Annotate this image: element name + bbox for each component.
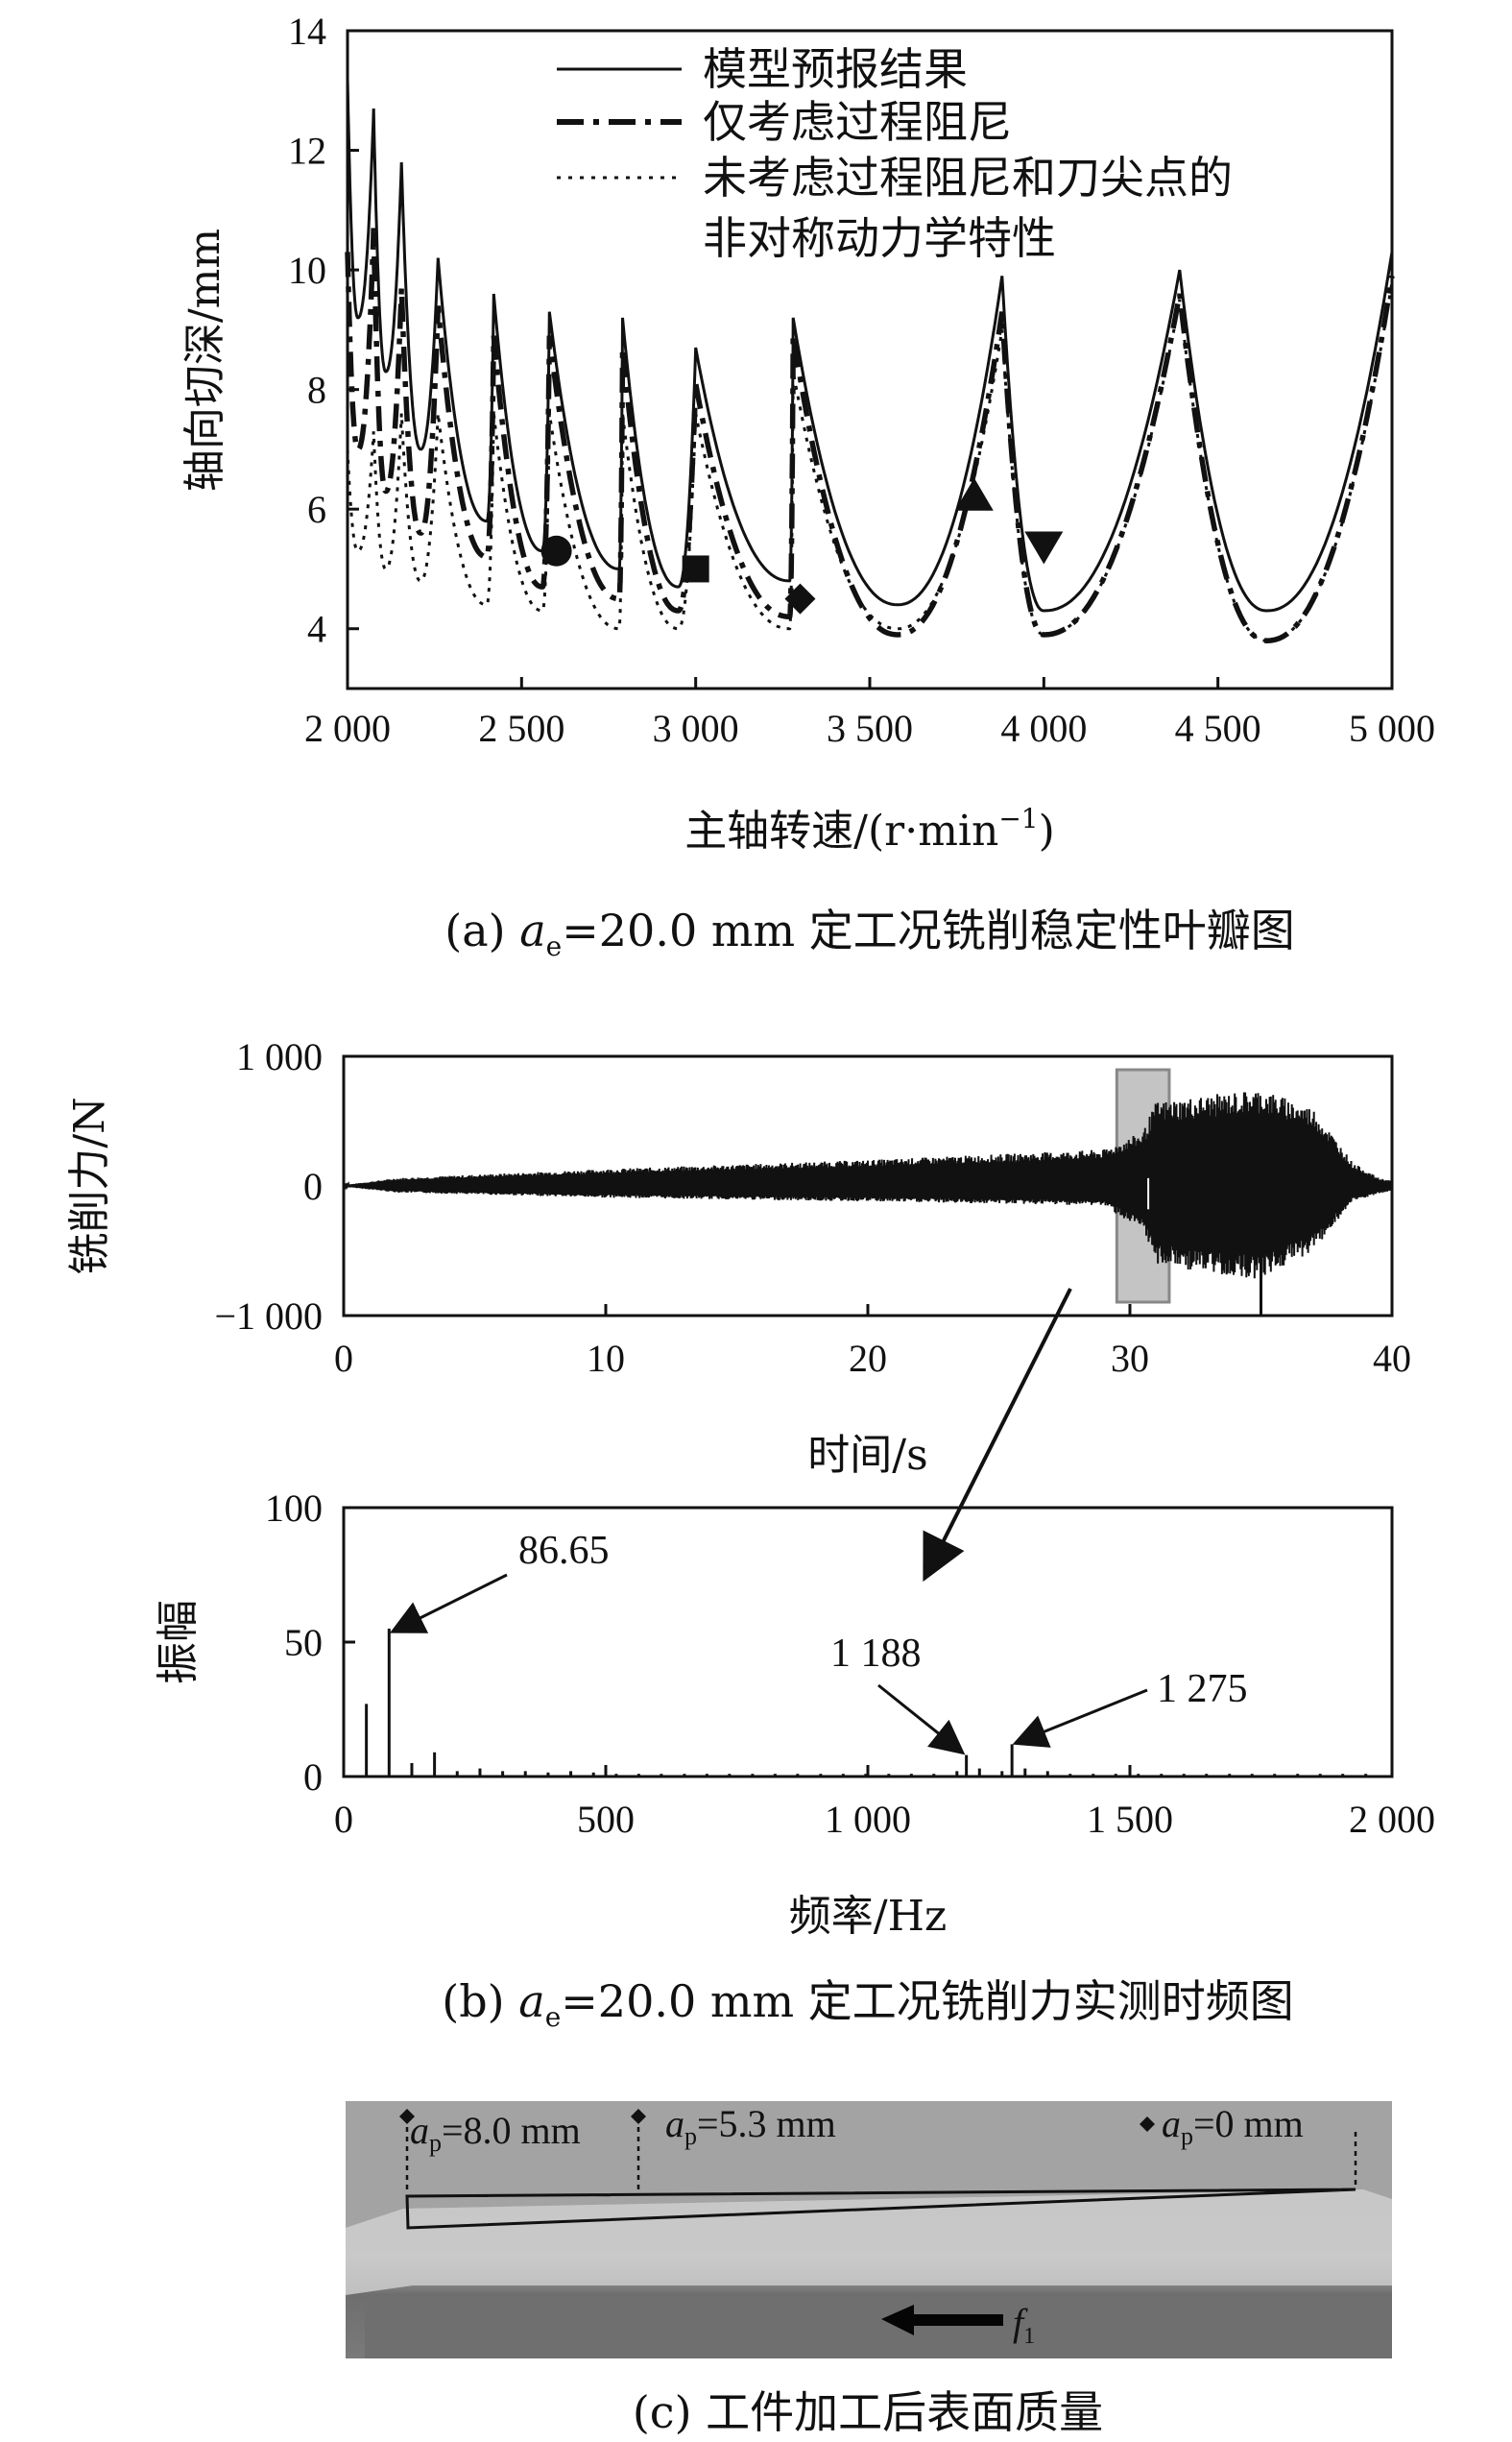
chart-a-series (345, 78, 1395, 643)
peak-label: 1 188 (830, 1632, 922, 1676)
marker-diamond (784, 583, 816, 615)
y-tick-label: 14 (288, 10, 326, 53)
workpiece-photo: ap=8.0 mm ap=5.3 mm ap=0 mm f1 (c) 工件加工后… (346, 2101, 1392, 2438)
machined-surface (346, 2189, 1392, 2295)
x-tick-label: 1 500 (1087, 1798, 1173, 1841)
chart-a-legend: 模型预报结果 仅考虑过程阻尼 未考虑过程阻尼和刀尖点的 非对称动力学特性 (557, 43, 1233, 264)
x-tick-label: 1 000 (825, 1798, 911, 1841)
label-ap-0: ap=0 mm (1162, 2102, 1304, 2150)
label-ap-5-3: ap=5.3 mm (665, 2102, 836, 2150)
peak-label: 86.65 (518, 1529, 610, 1573)
cutting-force-time-chart: 0 10 20 30 40 −1 000 0 1 000 时间/s 铣削力/N (65, 1035, 1411, 1480)
chart-b2-axes: 0 500 1 000 1 500 2 000 0 50 100 (265, 1487, 1435, 1841)
x-tick-label: 4 500 (1175, 707, 1261, 750)
spectrum-annotations: 86.65 1 188 1 275 (389, 1529, 1248, 1755)
label-ap-8: ap=8.0 mm (410, 2109, 581, 2157)
zoom-arrow (923, 1288, 1072, 1583)
x-tick-label: 20 (849, 1337, 887, 1380)
legend-label-3: 未考虑过程阻尼和刀尖点的 (703, 152, 1233, 204)
y-tick-label: 12 (288, 130, 326, 173)
chart-a-axes: 2 000 2 500 3 000 3 500 4 000 4 500 5 000 4 6 8 10… (288, 10, 1435, 750)
feed-arrow (881, 2305, 1003, 2335)
chart-a-xlabel: 主轴转速/(r·min−1) (684, 803, 1055, 856)
chart-b1-ylabel: 铣削力/N (65, 1097, 114, 1274)
chart-a-markers (540, 477, 1064, 615)
force-signal (343, 1092, 1393, 1316)
caption-b: (b) ae=20.0 mm 定工况铣削力实测时频图 (442, 1975, 1293, 2033)
y-tick-label: 100 (265, 1487, 323, 1530)
x-tick-label: 500 (577, 1798, 635, 1841)
peak-arrow (389, 1573, 508, 1633)
marker-diamond-3 (1140, 2116, 1155, 2132)
force-trace (343, 1092, 1393, 1279)
x-tick-label: 5 000 (1349, 707, 1435, 750)
x-tick-label: 30 (1111, 1337, 1149, 1380)
caption-a: (a) ae=20.0 mm 定工况铣削稳定性叶瓣图 (444, 905, 1294, 962)
lower-plate (365, 2300, 1392, 2358)
chart-b1-xlabel: 时间/s (807, 1431, 927, 1480)
legend-label-4: 非对称动力学特性 (703, 212, 1056, 264)
stability-lobe-chart: 2 000 2 500 3 000 3 500 4 000 4 500 5 000 4 6 8 10… (180, 10, 1435, 962)
peak-label: 1 275 (1157, 1667, 1248, 1711)
y-tick-label: 6 (307, 488, 326, 531)
y-tick-label: 1 000 (236, 1035, 323, 1078)
chart-a-ylabel: 轴向切深/mm (180, 229, 229, 492)
feed-label: f1 (1013, 2301, 1035, 2349)
y-tick-label: 4 (307, 608, 326, 651)
marker-circle (540, 535, 572, 567)
chart-b2-ylabel: 振幅 (154, 1600, 203, 1684)
marker-diamond-2 (631, 2109, 646, 2124)
marker-triangle-down (1024, 531, 1064, 565)
legend-label-1: 模型预报结果 (703, 43, 968, 95)
y-tick-label: −1 000 (214, 1294, 323, 1338)
peak-arrow (877, 1683, 966, 1755)
legend-label-2: 仅考虑过程阻尼 (703, 96, 1012, 148)
cutting-outline (405, 2188, 1356, 2230)
x-tick-label: 2 500 (478, 707, 564, 750)
x-tick-label: 0 (334, 1798, 353, 1841)
x-tick-label: 10 (587, 1337, 625, 1380)
x-tick-label: 40 (1373, 1337, 1411, 1380)
x-tick-label: 0 (334, 1337, 353, 1380)
marker-square (682, 555, 709, 583)
y-tick-label: 10 (288, 249, 326, 292)
peak-arrow (1012, 1688, 1148, 1748)
x-tick-label: 3 000 (653, 707, 739, 750)
y-tick-label: 50 (284, 1621, 323, 1664)
x-tick-label: 3 500 (827, 707, 913, 750)
x-tick-label: 2 000 (1349, 1798, 1435, 1841)
x-tick-label: 2 000 (304, 707, 391, 750)
chart-b2-xlabel: 频率/Hz (789, 1892, 947, 1941)
x-tick-label: 4 000 (1000, 707, 1087, 750)
marker-triangle-up (954, 477, 994, 511)
y-tick-label: 8 (307, 369, 326, 412)
y-tick-label: 0 (303, 1165, 323, 1208)
series-dotted (346, 281, 1394, 642)
series-dashdot (345, 228, 1395, 643)
chart-b1-axes: 0 10 20 30 40 −1 000 0 1 000 (214, 1035, 1411, 1380)
y-tick-label: 0 (303, 1755, 323, 1799)
caption-c: (c) 工件加工后表面质量 (633, 2386, 1103, 2438)
marker-diamond-1 (399, 2109, 415, 2124)
